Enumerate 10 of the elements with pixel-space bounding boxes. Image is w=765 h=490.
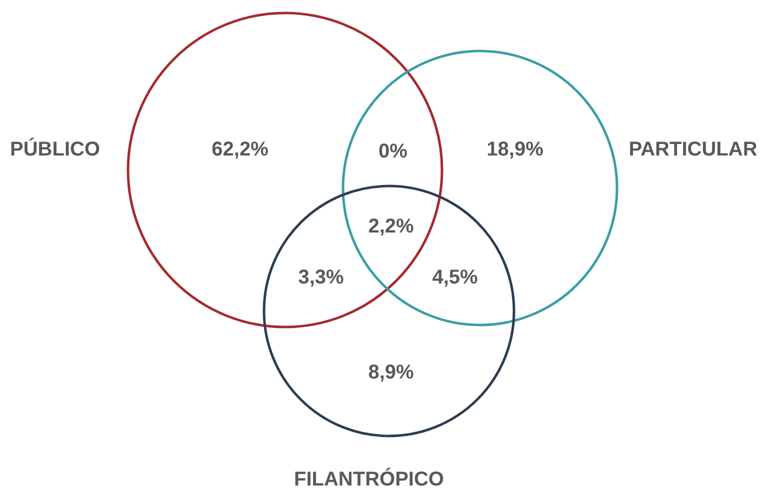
category-label: FILANTRÓPICO	[294, 468, 444, 490]
data-label: 18,9%	[486, 138, 544, 161]
category-label: PÚBLICO	[10, 138, 100, 161]
data-label: 62,2%	[212, 138, 269, 161]
text: 0%	[378, 140, 408, 163]
text: 3,3%	[298, 266, 344, 289]
text: 4,5%	[432, 266, 478, 289]
data-label: 8,9%	[368, 362, 414, 384]
text: 2,2%	[368, 216, 414, 238]
category-label: PARTICULAR	[628, 138, 758, 161]
